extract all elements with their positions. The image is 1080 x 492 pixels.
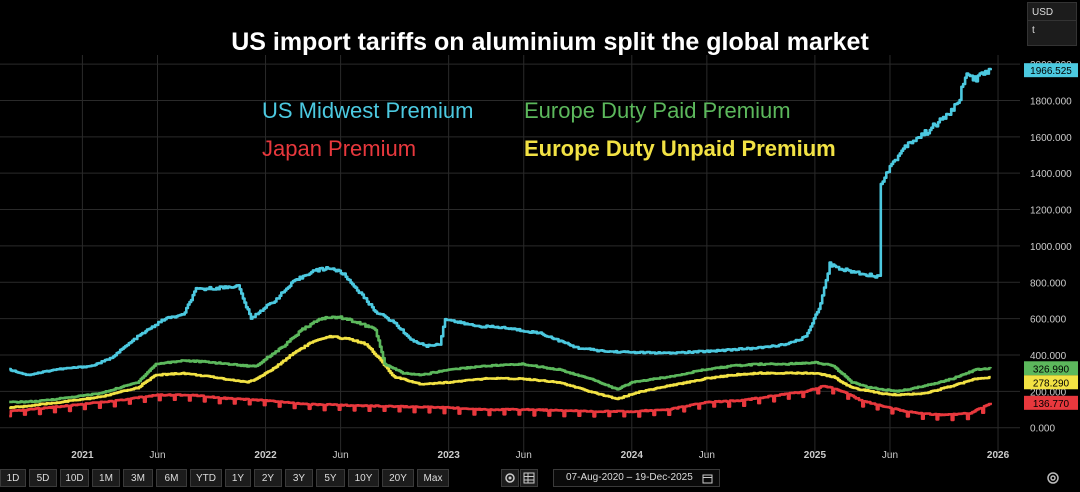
range-button-3y[interactable]: 3Y	[285, 469, 313, 487]
table-icon[interactable]	[520, 469, 538, 487]
chart-title: US import tariffs on aluminium split the…	[231, 28, 869, 56]
series-lines	[9, 67, 992, 422]
last-value-box	[1024, 63, 1078, 78]
legend-entry-japan-premium: Japan Premium	[262, 136, 416, 161]
date-to[interactable]: 19-Dec-2025	[634, 472, 693, 483]
x-tick-label: 2025	[804, 450, 827, 461]
settings-gear-icon[interactable]	[501, 469, 519, 487]
y-tick-label: 800.000	[1030, 278, 1067, 289]
y-tick-label: 400.000	[1030, 351, 1067, 362]
x-tick-label: Jun	[882, 450, 898, 461]
range-button-2y[interactable]: 2Y	[254, 469, 282, 487]
series-line-europe-duty-paid-premium	[9, 315, 992, 404]
date-separator: –	[626, 472, 633, 483]
date-from[interactable]: 07-Aug-2020	[566, 472, 624, 483]
range-button-10d[interactable]: 10D	[60, 469, 89, 487]
last-value-text: 1966.525	[1030, 66, 1072, 77]
x-tick-label: Jun	[333, 450, 349, 461]
range-button-1y[interactable]: 1Y	[225, 469, 251, 487]
x-tick-label: 2021	[71, 450, 94, 461]
last-value-box	[1024, 395, 1078, 410]
last-value-text: 326.990	[1033, 364, 1070, 375]
x-tick-label: Jun	[516, 450, 532, 461]
range-button-1m[interactable]: 1M	[92, 469, 120, 487]
currency-code[interactable]: USD	[1032, 7, 1054, 18]
series-line-europe-duty-unpaid-premium	[9, 334, 991, 410]
x-axis: 2021 Jun 2022 Jun 2023 Jun 2024 Jun 2025 Jun 2026	[71, 450, 1009, 461]
range-button-5d[interactable]: 5D	[29, 469, 57, 487]
series-line-us-midwest-premium	[9, 67, 992, 377]
y-tick-label: 1600.000	[1030, 133, 1072, 144]
x-tick-label: 2022	[254, 450, 277, 461]
range-button-6m[interactable]: 6M	[156, 469, 187, 487]
range-button-5y[interactable]: 5Y	[316, 469, 345, 487]
legend: US Midwest Premium Europe Duty Paid Premi…	[262, 98, 836, 161]
last-value-labels: 1966.525 326.990 278.290 136.770	[1024, 63, 1078, 410]
chart-area: 0.000 200.000 400.000 600.000 800.000 1000.00…	[0, 28, 1078, 461]
last-value-us-midwest-premium: 1966.525	[1024, 63, 1078, 78]
chart-settings-icon[interactable]	[1044, 469, 1062, 487]
y-tick-label: 0.000	[1030, 424, 1055, 435]
legend-entry-us-midwest-premium: US Midwest Premium	[262, 98, 473, 123]
last-value-japan-premium: 136.770	[1024, 395, 1078, 410]
range-button-1d[interactable]: 1D	[0, 469, 26, 487]
unit-code[interactable]: t	[1028, 20, 1076, 37]
calendar-icon[interactable]	[702, 473, 713, 484]
y-tick-label: 1800.000	[1030, 96, 1072, 107]
last-value-text: 278.290	[1033, 378, 1070, 389]
last-value-europe-duty-unpaid-premium: 278.290	[1024, 375, 1078, 390]
series-line-japan-premium	[9, 384, 992, 422]
x-tick-label: 2023	[438, 450, 461, 461]
range-button-ytd[interactable]: YTD	[190, 469, 222, 487]
last-value-box	[1024, 375, 1078, 390]
currency-selector[interactable]: USD t	[1027, 2, 1077, 46]
x-tick-label: Jun	[699, 450, 715, 461]
date-range-picker[interactable]: 07-Aug-2020 – 19-Dec-2025	[553, 469, 720, 487]
x-tick-label: 2024	[621, 450, 644, 461]
x-tick-label: 2026	[987, 450, 1010, 461]
last-value-box	[1024, 361, 1078, 376]
x-tick-label: Jun	[149, 450, 165, 461]
y-tick-label: 1000.000	[1030, 242, 1072, 253]
gridlines	[0, 55, 1020, 455]
legend-entry-europe-duty-paid-premium: Europe Duty Paid Premium	[524, 98, 791, 123]
last-value-europe-duty-paid-premium: 326.990	[1024, 361, 1078, 376]
y-tick-label: 1400.000	[1030, 169, 1072, 180]
y-tick-label: 600.000	[1030, 315, 1067, 326]
range-button-max[interactable]: Max	[417, 469, 449, 487]
range-button-3m[interactable]: 3M	[123, 469, 153, 487]
legend-entry-europe-duty-unpaid-premium: Europe Duty Unpaid Premium	[524, 136, 836, 161]
y-tick-label: 1200.000	[1030, 206, 1072, 217]
range-button-10y[interactable]: 10Y	[348, 469, 379, 487]
y-tick-label: 200.000	[1030, 387, 1067, 398]
last-value-text: 136.770	[1033, 399, 1070, 410]
range-button-20y[interactable]: 20Y	[382, 469, 414, 487]
range-toolbar: 1D 5D 10D 1M 3M 6M YTD 1Y 2Y 3Y 5Y 10Y 20Y Max 07-Aug…	[0, 466, 1080, 490]
